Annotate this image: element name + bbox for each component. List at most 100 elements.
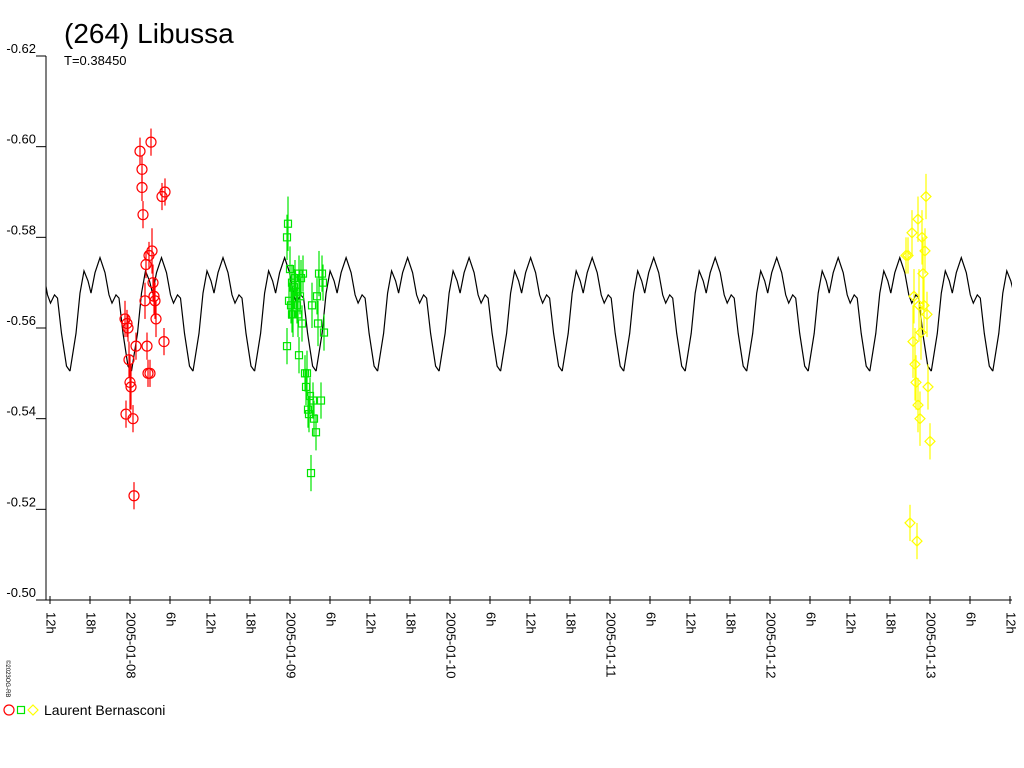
- fit-curve: [807, 255, 871, 372]
- x-tick-label: 6h: [964, 612, 979, 626]
- y-tick-label: -0.60: [6, 132, 36, 147]
- data-point: [908, 290, 920, 303]
- data-point: [298, 269, 308, 278]
- x-tick-label: 12h: [364, 612, 379, 634]
- data-point: [302, 369, 312, 378]
- data-point: [916, 231, 928, 244]
- legend-label: Laurent Bernasconi: [44, 702, 165, 718]
- data-point: [911, 535, 923, 547]
- data-point: [303, 405, 313, 414]
- data-point: [912, 399, 924, 411]
- data-point: [124, 376, 136, 388]
- fit-curve: [746, 255, 809, 372]
- data-point: [296, 274, 306, 283]
- legend-symbol: [16, 705, 26, 715]
- x-tick-label: 12h: [844, 612, 859, 634]
- data-point: [297, 319, 307, 328]
- data-point: [293, 310, 303, 319]
- x-tick-label: 6h: [804, 612, 819, 626]
- x-tick-label: 18h: [564, 612, 579, 634]
- x-tick-label: 18h: [404, 612, 419, 634]
- data-point: [913, 299, 925, 312]
- data-point: [309, 414, 319, 423]
- data-point: [921, 308, 933, 321]
- x-tick-label: 18h: [84, 612, 99, 634]
- x-tick-label: 2005-01-11: [604, 612, 619, 678]
- data-point: [917, 267, 929, 280]
- data-point: [319, 328, 329, 337]
- fit-curve: [930, 255, 994, 372]
- data-point: [918, 299, 930, 312]
- chart-title: (264) Libussa: [64, 18, 234, 49]
- data-point: [317, 269, 327, 278]
- fit-curve: [192, 255, 256, 372]
- data-point: [145, 136, 157, 148]
- data-point: [318, 278, 328, 287]
- y-tick-label: -0.58: [6, 222, 36, 237]
- data-point: [158, 336, 170, 348]
- x-tick-label: 6h: [484, 612, 499, 626]
- data-point: [900, 249, 912, 262]
- x-tick-label: 2005-01-12: [764, 612, 779, 679]
- data-point: [147, 277, 159, 289]
- data-point: [907, 335, 919, 348]
- data-point: [150, 313, 162, 325]
- x-tick-label: 12h: [44, 612, 59, 634]
- data-point: [148, 290, 160, 302]
- fit-curve: [315, 255, 379, 372]
- data-point: [159, 186, 171, 198]
- y-tick-label: -0.50: [6, 585, 36, 600]
- fit-curve: [623, 255, 686, 372]
- fit-curve: [992, 268, 1012, 372]
- data-point: [312, 292, 322, 301]
- data-point: [313, 319, 323, 328]
- x-tick-label: 18h: [884, 612, 899, 634]
- fit-curve: [438, 255, 502, 372]
- data-point: [128, 490, 140, 502]
- data-point: [123, 354, 135, 366]
- y-tick-label: -0.52: [6, 494, 36, 509]
- x-tick-label: 12h: [684, 612, 699, 634]
- data-point: [134, 145, 146, 157]
- y-tick-label: -0.56: [6, 313, 36, 328]
- data-point: [904, 517, 916, 529]
- data-point: [915, 326, 927, 339]
- chart-subtitle: T=0.38450: [64, 53, 127, 68]
- data-point: [308, 396, 318, 405]
- data-point: [316, 396, 326, 405]
- data-point: [909, 358, 921, 371]
- x-tick-label: 2005-01-13: [924, 612, 939, 679]
- data-point: [924, 435, 936, 448]
- data-point: [906, 226, 918, 239]
- x-tick-label: 6h: [324, 612, 339, 626]
- data-point: [136, 181, 148, 194]
- x-tick-label: 2005-01-08: [124, 612, 139, 679]
- data-point: [121, 317, 133, 330]
- x-tick-label: 6h: [164, 612, 179, 626]
- data-point: [902, 249, 914, 262]
- data-point: [122, 322, 134, 334]
- data-point: [288, 310, 298, 319]
- data-point: [136, 163, 148, 175]
- x-tick-label: 12h: [524, 612, 539, 634]
- data-point: [127, 413, 139, 425]
- data-point: [294, 351, 304, 360]
- data-point: [920, 190, 932, 203]
- data-point: [914, 412, 926, 425]
- data-point: [285, 264, 295, 274]
- data-point: [282, 233, 292, 242]
- y-tick-label: -0.62: [6, 41, 36, 56]
- x-tick-label: 18h: [724, 612, 739, 634]
- x-tick-label: 12h: [1004, 612, 1019, 634]
- x-tick-label: 18h: [244, 612, 259, 634]
- data-point: [146, 245, 158, 257]
- data-point: [919, 245, 931, 257]
- data-point: [910, 376, 922, 389]
- data-point: [306, 468, 316, 478]
- legend-symbol: [3, 704, 15, 716]
- x-tick-label: 12h: [204, 612, 219, 634]
- data-point: [292, 301, 302, 310]
- data-point: [137, 209, 149, 221]
